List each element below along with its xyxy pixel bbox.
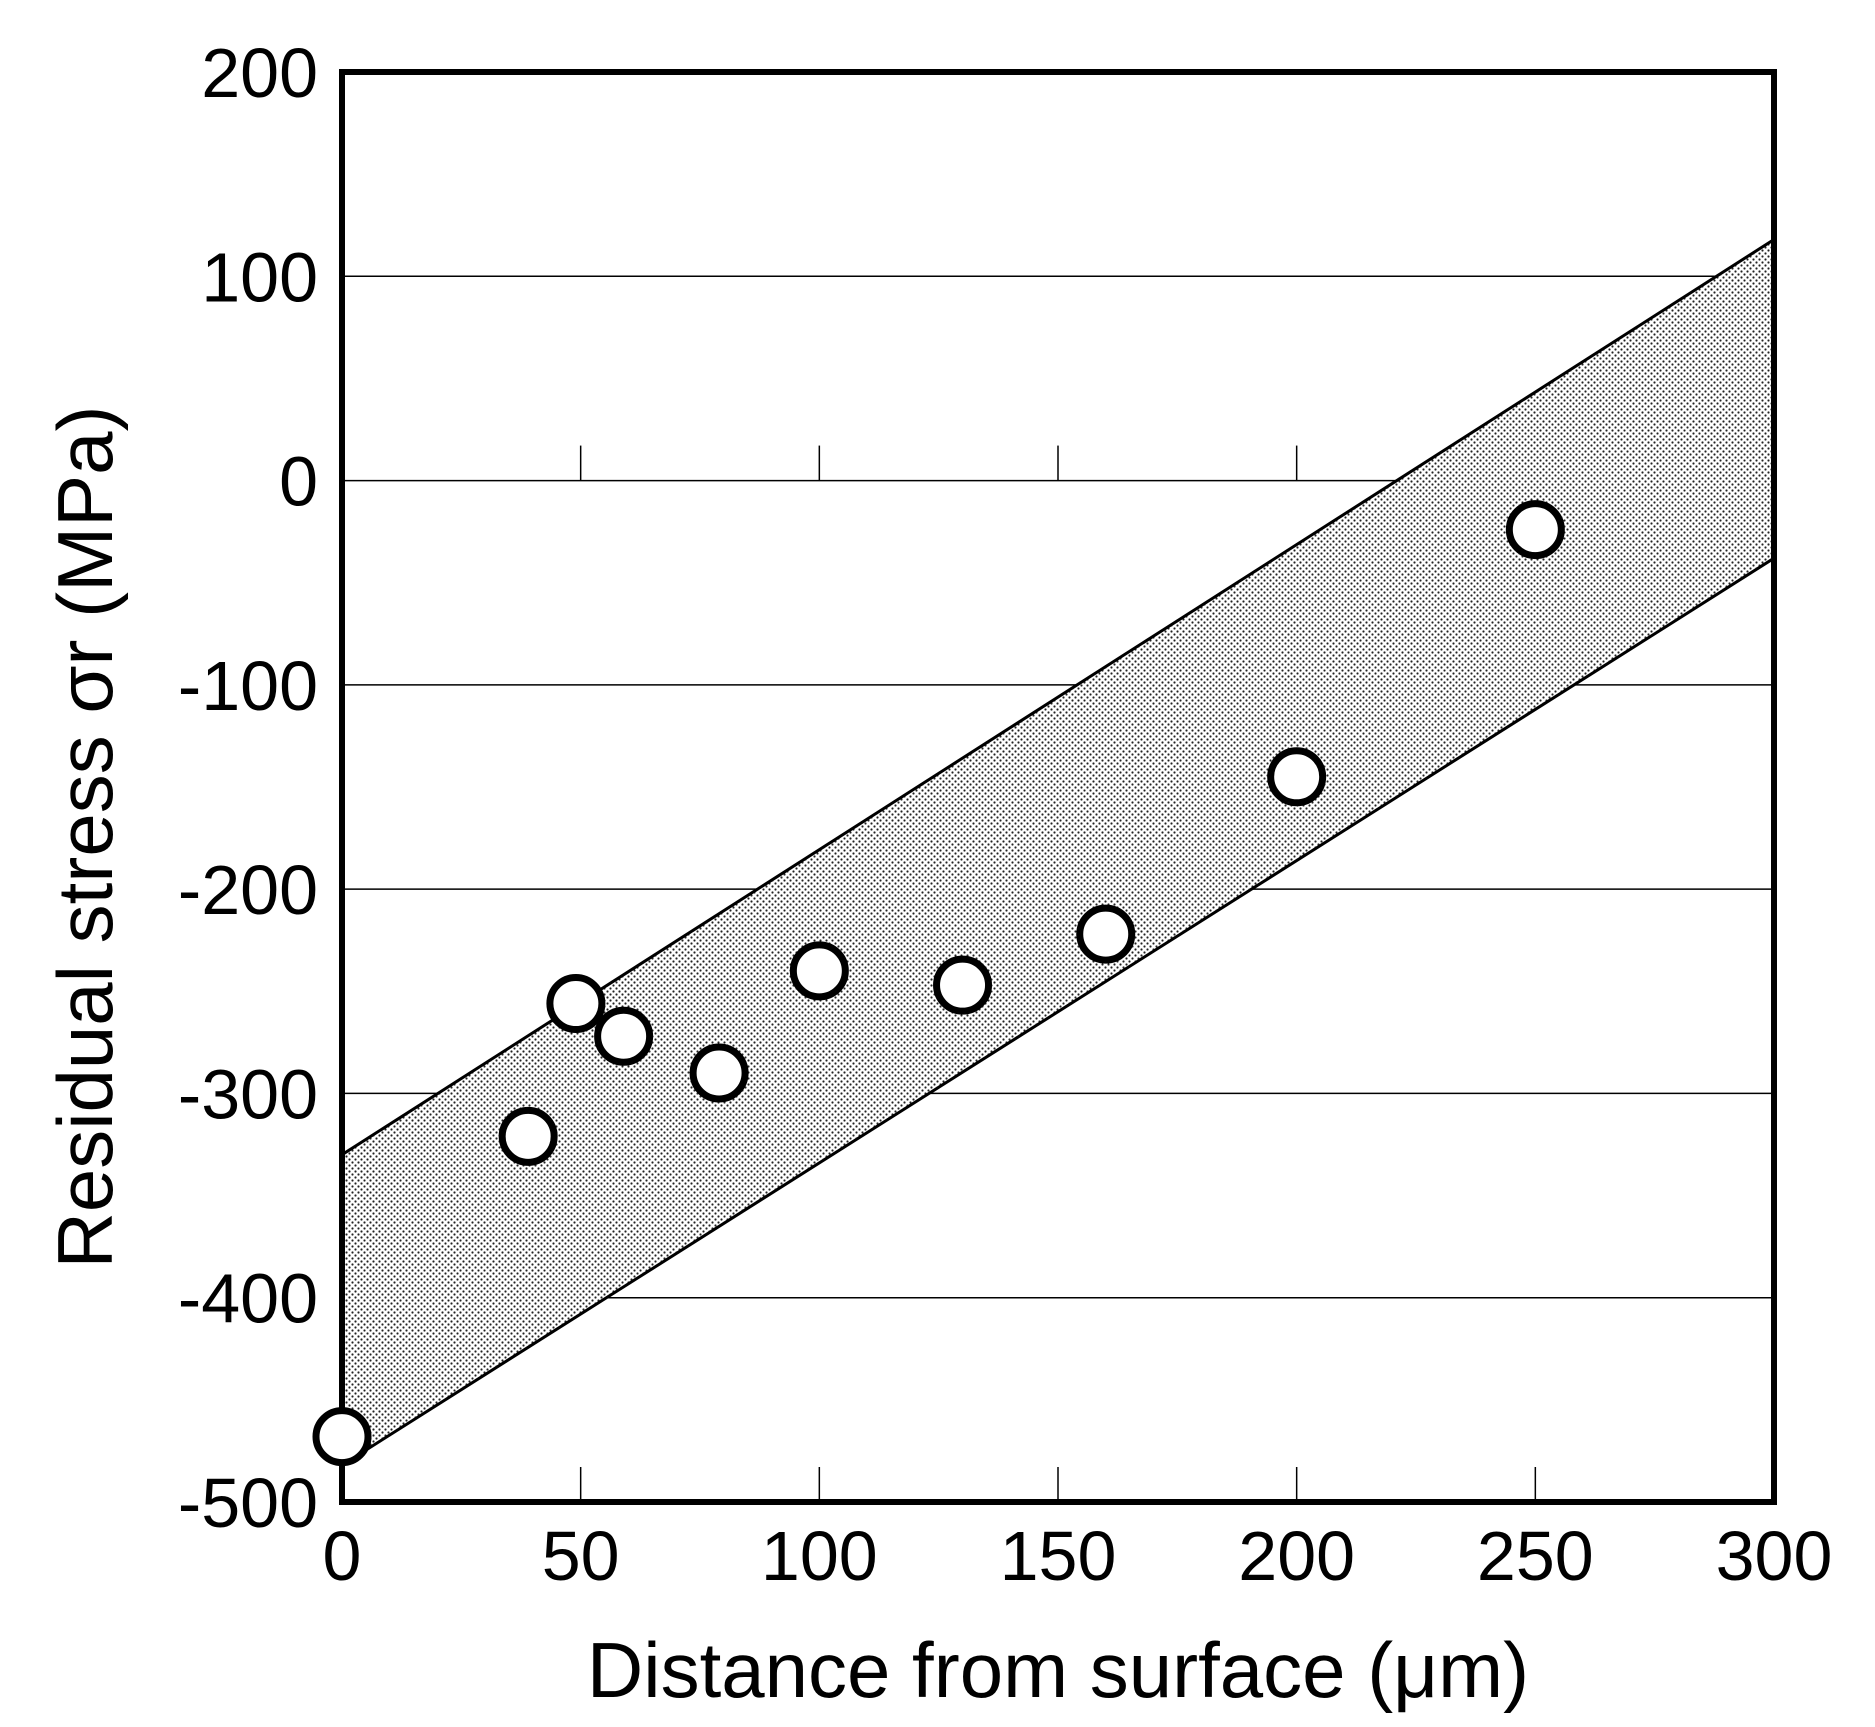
x-axis-label: Distance from surface (μm) [587, 1626, 1529, 1714]
y-tick-label: -100 [178, 647, 318, 725]
y-tick-label: -500 [178, 1464, 318, 1542]
y-axis-ticks: 200 100 0 -100 -200 -300 -400 -500 [178, 34, 318, 1542]
data-point [933, 955, 993, 1015]
x-tick-label: 50 [542, 1517, 620, 1595]
scatter-band [342, 238, 1774, 1467]
data-point [1505, 500, 1565, 560]
data-point [1076, 904, 1136, 964]
y-tick-label: -400 [178, 1260, 318, 1338]
x-tick-label: 200 [1238, 1517, 1355, 1595]
x-tick-label: 0 [323, 1517, 362, 1595]
x-axis-ticks: 0 50 100 150 200 250 300 [323, 1517, 1833, 1595]
y-tick-label: 0 [279, 443, 318, 521]
data-points [312, 500, 1565, 1467]
y-tick-label: 200 [201, 34, 318, 112]
x-tick-label: 100 [761, 1517, 878, 1595]
data-point [594, 1006, 654, 1066]
data-point [1267, 747, 1327, 807]
y-axis-label: Residual stress σr (MPa) [41, 406, 129, 1269]
x-tick-label: 150 [1000, 1517, 1117, 1595]
x-tick-label: 250 [1477, 1517, 1594, 1595]
y-tick-label: 100 [201, 238, 318, 316]
data-point [498, 1106, 558, 1166]
x-tick-label: 300 [1716, 1517, 1833, 1595]
data-point [312, 1407, 372, 1467]
data-point [789, 941, 849, 1001]
band-lower-line [342, 556, 1774, 1467]
y-tick-label: -200 [178, 851, 318, 929]
data-point [689, 1043, 749, 1103]
y-tick-label: -300 [178, 1055, 318, 1133]
plot-frame [339, 69, 1777, 1505]
band-fill [342, 239, 1774, 1466]
data-point [546, 974, 606, 1034]
plot-border [339, 69, 1777, 1505]
